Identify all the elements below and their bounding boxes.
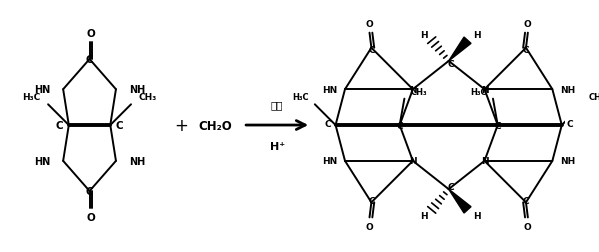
Text: NH: NH (129, 156, 146, 166)
Text: O: O (365, 20, 373, 29)
Text: O: O (86, 212, 95, 223)
Text: CH₃: CH₃ (588, 93, 599, 102)
Text: C: C (116, 120, 123, 131)
Text: H: H (420, 31, 428, 40)
Text: O: O (524, 20, 532, 29)
Text: C: C (567, 119, 573, 128)
Text: H: H (473, 31, 481, 40)
Text: N: N (409, 85, 417, 94)
Text: HN: HN (34, 85, 50, 95)
Text: C: C (447, 60, 454, 69)
Text: O: O (524, 223, 532, 231)
Text: C: C (368, 196, 375, 205)
Text: N: N (480, 85, 488, 94)
Text: C: C (368, 46, 375, 55)
Polygon shape (449, 189, 471, 213)
Text: HN: HN (322, 157, 337, 166)
Text: H: H (473, 211, 481, 220)
Text: H₃C: H₃C (292, 93, 309, 102)
Text: C: C (86, 186, 93, 196)
Text: NH: NH (560, 157, 575, 166)
Text: NH: NH (129, 85, 146, 95)
Text: C: C (397, 121, 403, 130)
Polygon shape (449, 38, 471, 62)
Text: CH₃: CH₃ (138, 93, 157, 102)
Text: O: O (86, 28, 95, 39)
Text: CH₃: CH₃ (411, 87, 428, 96)
Text: H: H (420, 211, 428, 220)
Text: N: N (480, 157, 488, 166)
Text: C: C (494, 121, 501, 130)
Text: C: C (56, 120, 63, 131)
Text: HN: HN (34, 156, 50, 166)
Text: HN: HN (322, 85, 337, 94)
Text: CH₂O: CH₂O (198, 119, 232, 132)
Text: N: N (409, 157, 417, 166)
Text: 加热: 加热 (271, 100, 283, 110)
Text: C: C (523, 196, 530, 205)
Text: O: O (365, 223, 373, 231)
Text: H⁺: H⁺ (270, 141, 285, 151)
Text: H₃C: H₃C (22, 93, 41, 102)
Text: C: C (523, 46, 530, 55)
Text: C: C (86, 55, 93, 65)
Text: NH: NH (560, 85, 575, 94)
Text: H₃C: H₃C (470, 87, 486, 96)
Text: C: C (324, 119, 331, 128)
Text: C: C (447, 182, 454, 191)
Text: +: + (174, 117, 188, 135)
